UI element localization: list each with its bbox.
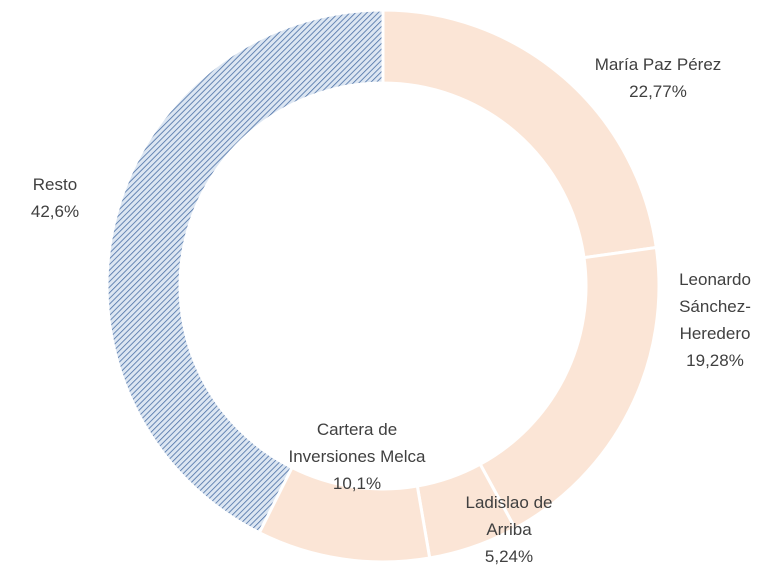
data-label: Ladislao de Arriba 5,24%	[459, 489, 559, 570]
category-label: Leonardo Sánchez-Heredero	[679, 270, 751, 343]
donut-slice	[105, 8, 385, 535]
value-label: 5,24%	[484, 547, 534, 566]
data-label: Leonardo Sánchez-Heredero 19,28%	[660, 266, 770, 374]
category-label: María Paz Pérez	[594, 55, 722, 74]
data-label: Cartera de Inversiones Melca 10,1%	[287, 416, 427, 497]
data-label: Resto 42,6%	[15, 171, 95, 225]
category-label: Cartera de Inversiones Melca	[288, 420, 426, 466]
category-label: Resto	[32, 175, 78, 194]
value-label: 10,1%	[332, 474, 382, 493]
data-label: María Paz Pérez 22,77%	[558, 51, 758, 105]
value-label: 42,6%	[30, 202, 80, 221]
donut-slice	[381, 8, 658, 260]
donut-slice	[478, 245, 661, 531]
value-label: 22,77%	[629, 82, 687, 101]
category-label: Ladislao de Arriba	[465, 493, 553, 539]
value-label: 19,28%	[686, 351, 744, 370]
